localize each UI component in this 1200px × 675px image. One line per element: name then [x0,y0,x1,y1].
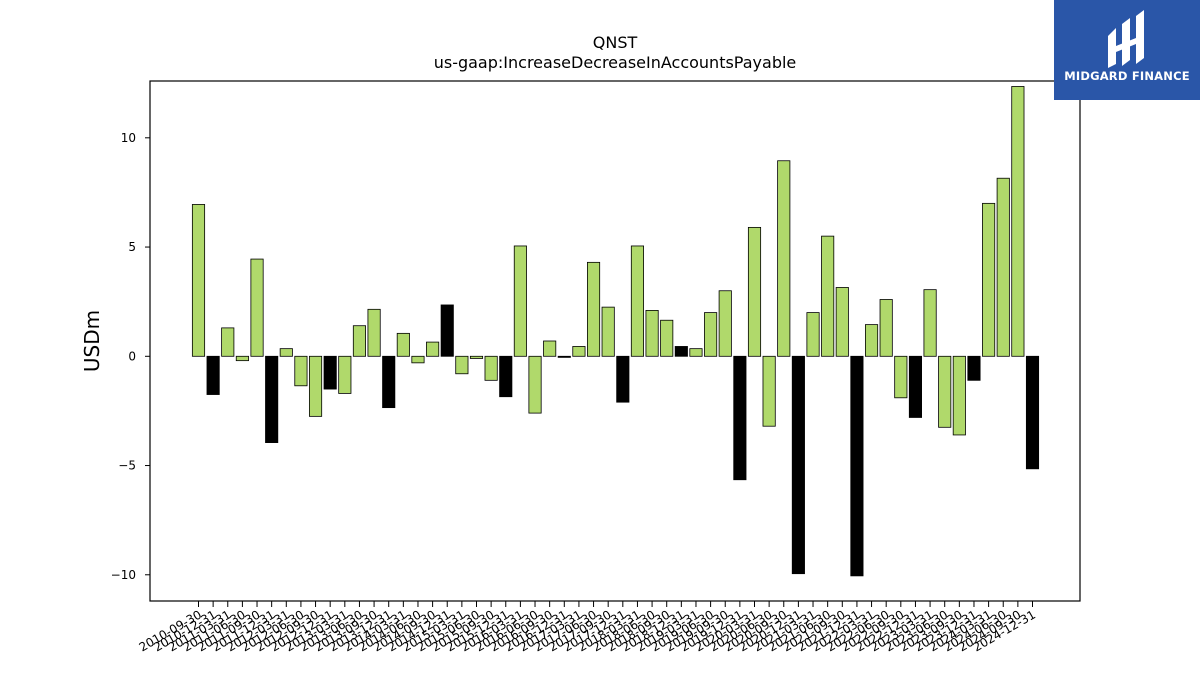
bar [469,355,484,359]
bar [879,299,893,357]
bar [601,306,615,357]
bar [250,258,264,357]
bar [572,346,586,357]
bar [206,355,220,395]
bar [191,204,206,357]
bar [850,355,864,577]
bar [1011,86,1025,357]
bar [821,235,835,357]
bar [323,355,337,390]
bar [718,290,732,357]
bar [557,355,571,358]
bars-group [191,86,1040,577]
plot-frame [149,80,1081,602]
bar [982,202,996,357]
bar [426,341,440,357]
bar [265,355,279,443]
bar [938,355,952,428]
bar [440,304,454,357]
bar [865,324,879,357]
bar [294,355,308,387]
bar [674,346,688,357]
chart-title: QNST [593,33,638,52]
bar [308,355,323,417]
bar [762,355,776,427]
bar [660,319,674,357]
bar [908,355,922,418]
bar [996,177,1010,357]
y-tick-label: 0 [128,349,136,363]
bar [235,355,249,362]
bar [382,355,396,409]
bar [923,289,937,357]
bar [689,348,703,357]
y-axis: −10 −5 0 5 10 [111,131,150,582]
bar [894,355,908,399]
bar [952,355,966,436]
y-tick-label: −10 [111,568,136,582]
bar [645,310,659,357]
bar [528,355,542,414]
bar [835,287,849,357]
bar [806,312,820,357]
bar [543,340,557,357]
bar [777,160,791,357]
bar [704,312,718,357]
bar [791,355,805,575]
midgard-logo-icon [1108,10,1144,68]
bar [587,261,601,357]
bar [747,226,762,357]
bar [499,355,513,398]
bar [484,355,498,381]
bar [367,308,381,357]
bar [279,348,293,357]
x-axis: 2010-09-302010-12-312011-03-312011-06-30… [137,601,1038,654]
bar [396,332,410,357]
logo-text: MIDGARD FINANCE [1064,69,1190,83]
bar [513,245,527,357]
bar [338,355,352,394]
y-tick-label: −5 [118,459,136,473]
bar [411,355,425,364]
bar [1025,355,1040,470]
bar [221,327,235,357]
midgard-finance-logo: MIDGARD FINANCE [1054,0,1200,100]
bar [967,355,981,381]
bar [455,355,469,375]
bar [616,355,630,403]
bar [733,355,747,481]
bar [630,245,644,357]
chart-subtitle: us-gaap:IncreaseDecreaseInAccountsPayabl… [434,53,797,72]
y-tick-label: 5 [128,240,136,254]
y-tick-label: 10 [121,131,136,145]
y-axis-label: USDm [80,310,104,372]
bar [352,325,366,357]
